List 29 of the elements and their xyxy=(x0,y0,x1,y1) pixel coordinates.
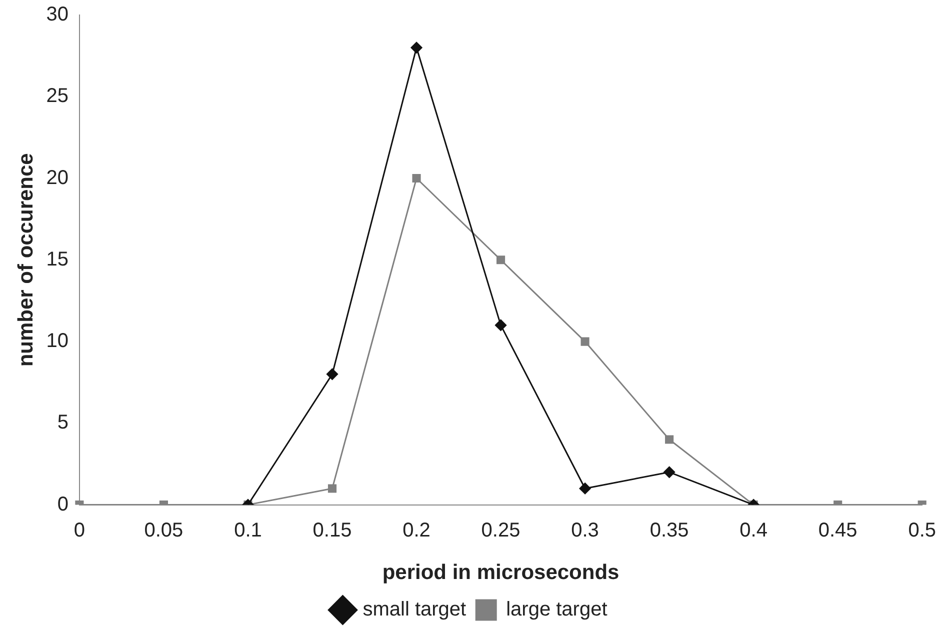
y-tick-label: 0 xyxy=(57,493,68,516)
x-tick-label: 0.35 xyxy=(650,519,689,542)
y-tick-label: 10 xyxy=(46,330,68,352)
legend-label: small target xyxy=(362,598,467,621)
point xyxy=(495,319,507,331)
point xyxy=(665,435,674,444)
y-tick-label: 25 xyxy=(46,85,68,108)
x-tick-label: 0.15 xyxy=(312,519,352,542)
x-tick-label: 0.45 xyxy=(818,519,858,542)
point xyxy=(664,466,676,478)
point xyxy=(496,256,506,264)
point xyxy=(412,174,421,183)
x-tick-label: 0.3 xyxy=(571,519,599,542)
y-tick-label: 15 xyxy=(46,248,68,270)
y-tick-label: 30 xyxy=(46,4,68,26)
x-axis-title: period in microseconds xyxy=(382,561,620,584)
x-tick-label: 0.1 xyxy=(234,519,262,542)
x-tick-label: 0.2 xyxy=(402,519,430,542)
x-tick-label: 0.4 xyxy=(740,519,768,542)
point xyxy=(326,368,338,380)
x-tick-label: 0.5 xyxy=(908,519,936,542)
y-tick-label: 20 xyxy=(46,166,68,189)
x-tick-label: 0.25 xyxy=(481,519,520,542)
y-axis-title: number of occurence xyxy=(14,153,38,367)
x-tick-label: 0 xyxy=(74,519,86,542)
legend-label: large target xyxy=(506,598,608,621)
y-tick-label: 5 xyxy=(57,412,68,434)
point xyxy=(580,337,590,346)
x-tick-label: 0.05 xyxy=(144,519,184,542)
